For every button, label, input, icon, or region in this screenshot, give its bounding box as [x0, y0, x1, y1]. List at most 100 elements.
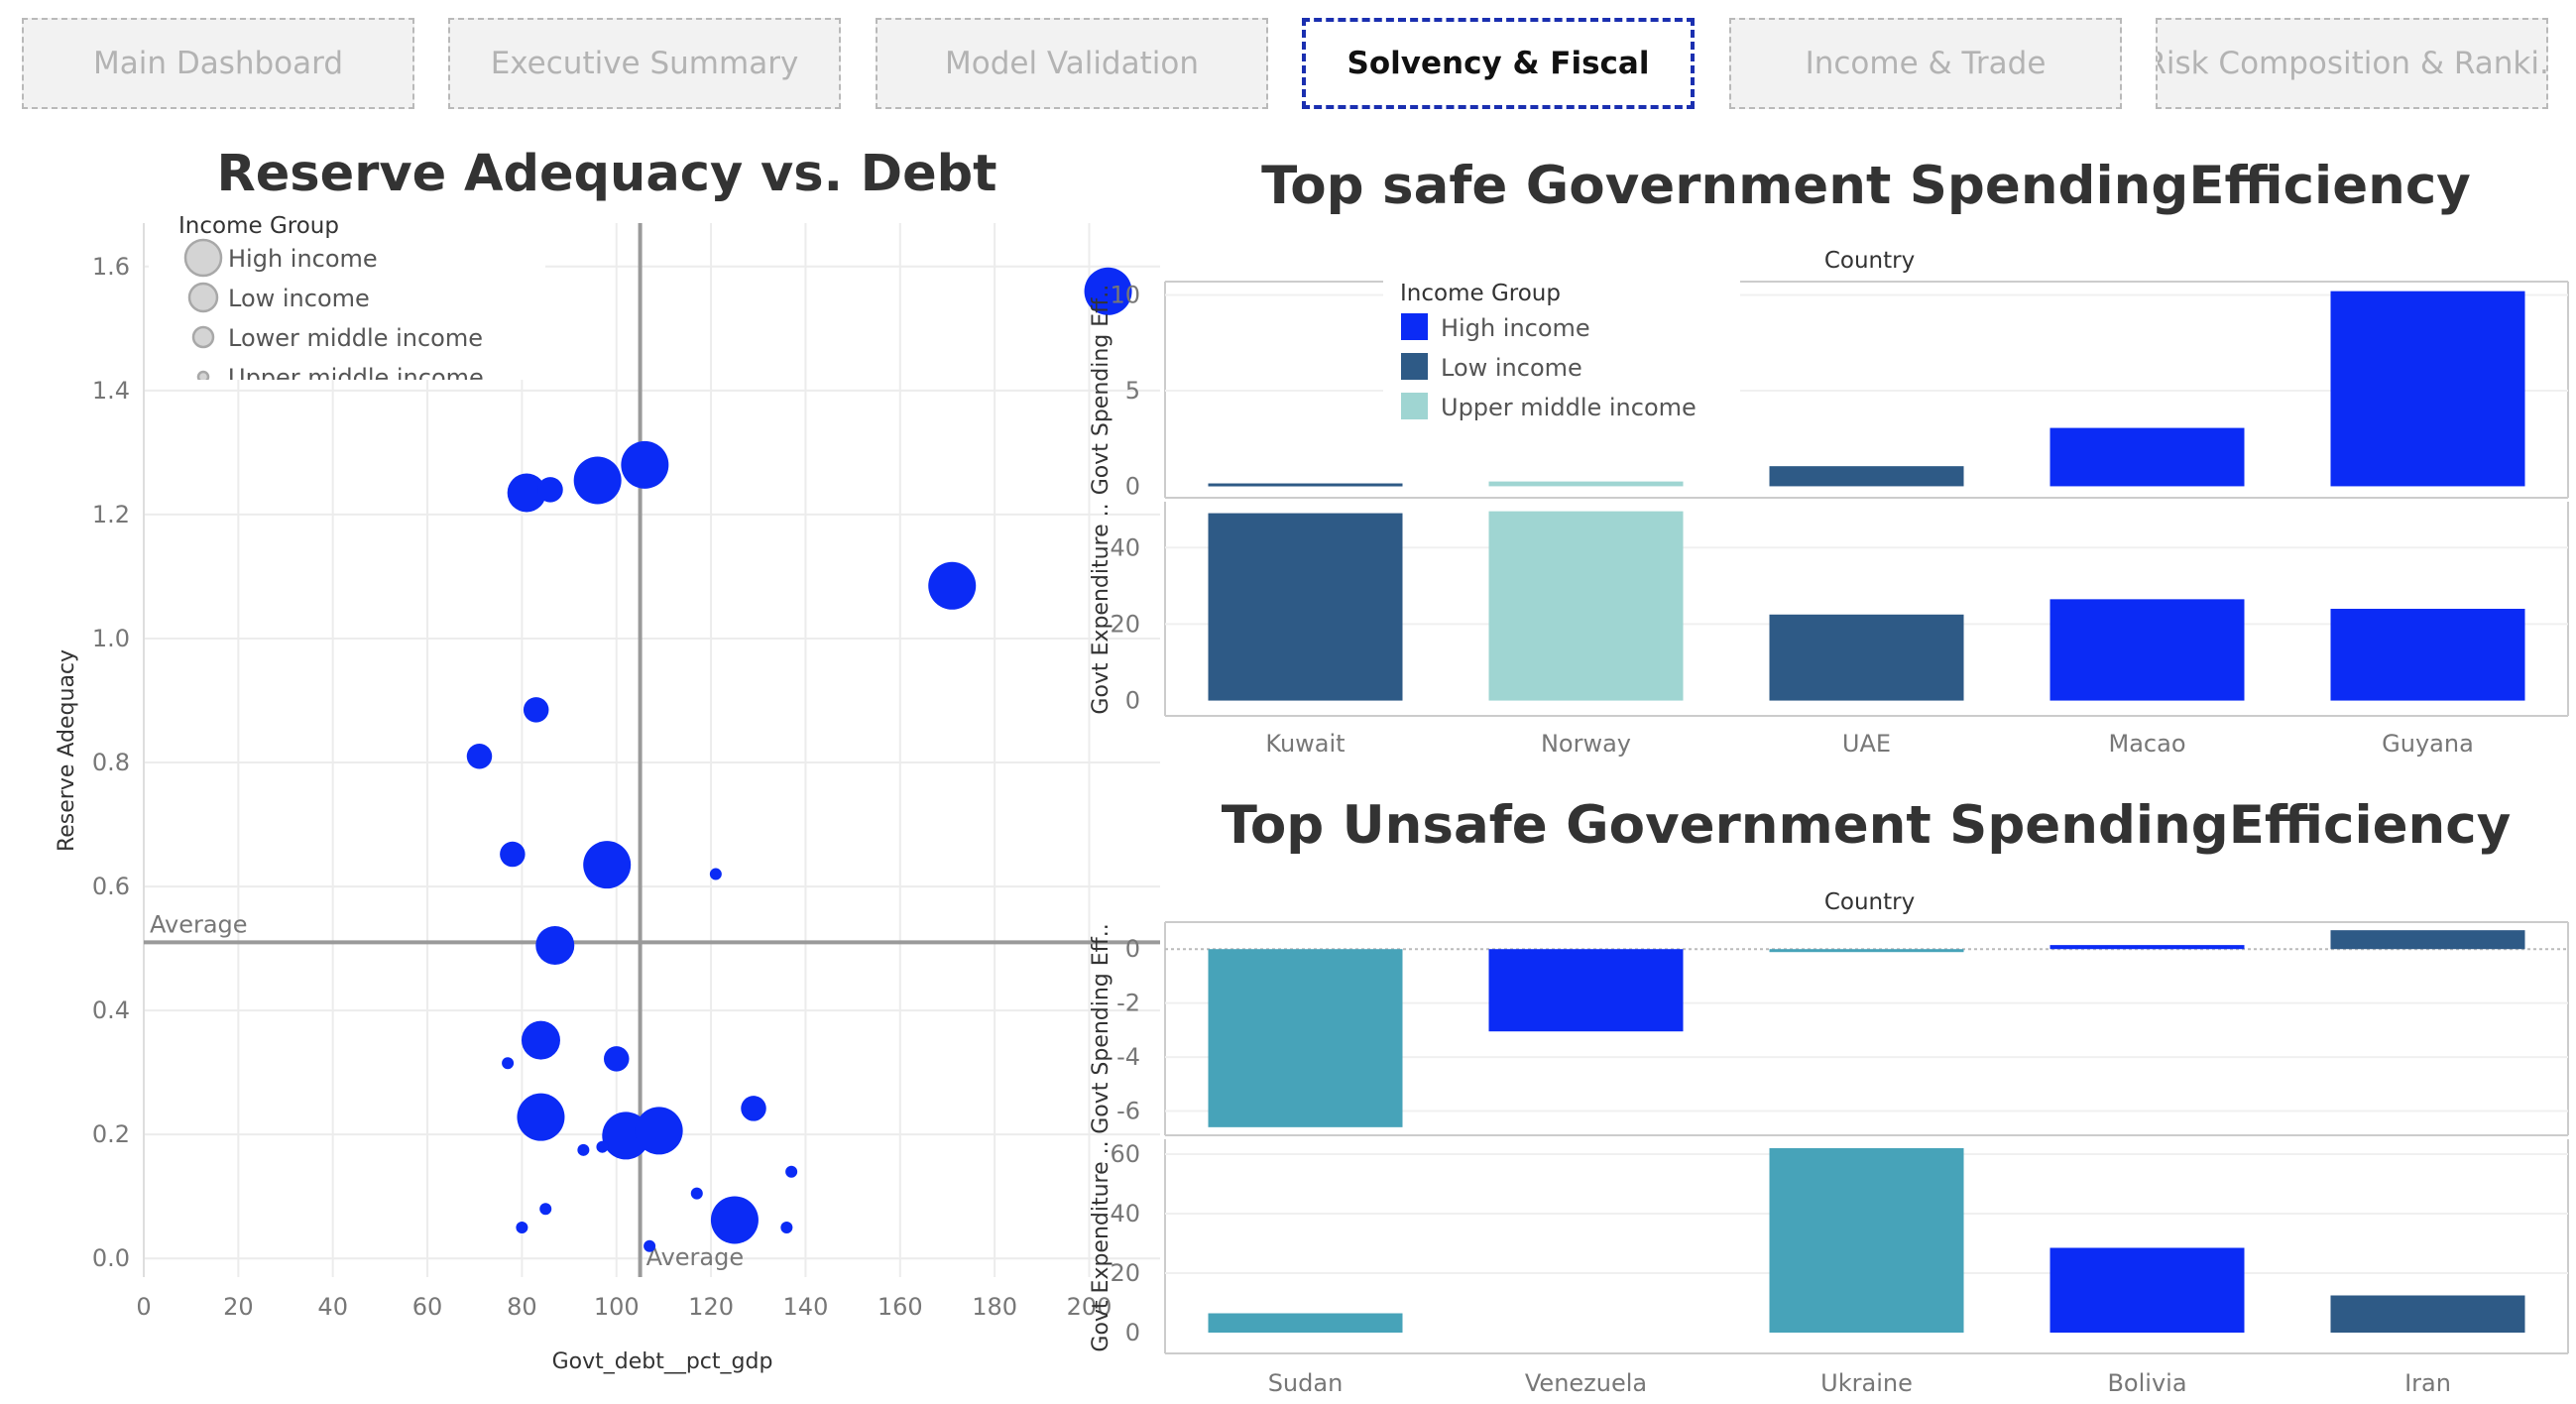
- scatter-x-axis-label: Govt_debt__pct_gdp: [552, 1349, 773, 1374]
- scatter-x-tick-label: 60: [412, 1293, 443, 1321]
- scatter-legend-size-marker: [196, 370, 210, 380]
- scatter-point[interactable]: [710, 1196, 759, 1244]
- scatter-point[interactable]: [521, 1020, 560, 1060]
- bar[interactable]: [2330, 291, 2525, 487]
- reserve-vs-debt-chart: Reserve Adequacy vs. Debt Average Average…: [55, 145, 1160, 1374]
- scatter-point[interactable]: [596, 1140, 609, 1153]
- scatter-x-ticks: 0 20 40 60 80 100 120 140 160 180 200: [136, 1293, 1112, 1321]
- scatter-y-tick-label: 0.4: [92, 996, 130, 1024]
- scatter-legend-label: High income: [228, 245, 378, 273]
- scatter-point[interactable]: [635, 1107, 683, 1155]
- bar-legend-label: Upper middle income: [1441, 394, 1697, 421]
- bar[interactable]: [1488, 511, 1684, 701]
- scatter-y-axis-label: Reserve Adequacy: [55, 649, 79, 852]
- scatter-x-tick-label: 100: [594, 1293, 640, 1321]
- bar[interactable]: [1769, 466, 1964, 487]
- bar[interactable]: [2049, 1247, 2245, 1334]
- scatter-point[interactable]: [741, 1096, 766, 1121]
- spending-efficiency-chart-2: Top Unsafe Government SpendingEfficiency…: [1089, 795, 2569, 1397]
- bar-legend-label: Low income: [1441, 354, 1582, 382]
- scatter-y-tick-label: 1.0: [92, 625, 130, 652]
- scatter-legend-size-marker: [191, 325, 215, 349]
- scatter-y-tick-label: 0.0: [92, 1244, 130, 1272]
- bar[interactable]: [1769, 949, 1964, 953]
- bar[interactable]: [1208, 949, 1403, 1127]
- scatter-point[interactable]: [780, 1221, 793, 1233]
- bar[interactable]: [1488, 481, 1684, 487]
- scatter-point[interactable]: [928, 561, 977, 610]
- scatter-point[interactable]: [517, 1093, 565, 1141]
- scatter-legend: Income Group High income Low income Lower m…: [149, 203, 545, 392]
- tab-main-dashboard[interactable]: Main Dashboard: [22, 18, 414, 109]
- scatter-y-tick-label: 0.2: [92, 1120, 130, 1148]
- scatter-point[interactable]: [573, 456, 622, 505]
- bar[interactable]: [2330, 609, 2525, 701]
- bar-category-label: Bolivia: [2107, 1369, 2186, 1397]
- bar-legend-swatch: [1401, 353, 1428, 380]
- tab-model-validation[interactable]: Model Validation: [876, 18, 1268, 109]
- scatter-x-tick-label: 140: [783, 1293, 829, 1321]
- bar[interactable]: [2049, 945, 2245, 950]
- scatter-gridlines: [143, 223, 1160, 1277]
- bar-category-label: Norway: [1541, 730, 1631, 758]
- bar-category-label: Ukraine: [1820, 1369, 1913, 1397]
- bar[interactable]: [1769, 614, 1964, 701]
- tab-income-trade[interactable]: Income & Trade: [1729, 18, 2122, 109]
- scatter-point[interactable]: [603, 1046, 630, 1072]
- bar-legend-label: High income: [1441, 314, 1590, 342]
- scatter-point[interactable]: [502, 1057, 515, 1070]
- scatter-y-tick-label: 0.8: [92, 749, 130, 776]
- scatter-point[interactable]: [709, 868, 722, 880]
- bar-legend-bg: [1383, 272, 1740, 430]
- tab-solvency-fiscal[interactable]: Solvency & Fiscal: [1302, 18, 1695, 109]
- scatter-y-tick-label: 0.6: [92, 873, 130, 900]
- bar[interactable]: [1208, 1313, 1403, 1334]
- bar-category-label: Iran: [2404, 1369, 2451, 1397]
- scatter-point[interactable]: [621, 440, 669, 489]
- scatter-point[interactable]: [577, 1143, 590, 1156]
- spending-efficiency-chart-1: Top safe Government SpendingEfficiency Co…: [1089, 156, 2569, 758]
- scatter-point[interactable]: [466, 744, 493, 769]
- scatter-point[interactable]: [535, 925, 575, 965]
- scatter-point[interactable]: [500, 841, 526, 868]
- bar-chart-column-header: Country: [1824, 889, 1915, 915]
- bar[interactable]: [1488, 949, 1684, 1032]
- bar-category-label: Kuwait: [1265, 730, 1345, 758]
- bar-chart-title: Top safe Government SpendingEfficiency: [1261, 156, 2471, 216]
- tab-executive-summary[interactable]: Executive Summary: [448, 18, 841, 109]
- scatter-point[interactable]: [537, 477, 563, 503]
- bar[interactable]: [2330, 1295, 2525, 1334]
- scatter-point[interactable]: [523, 697, 549, 723]
- scatter-x-tick-label: 20: [223, 1293, 254, 1321]
- scatter-point[interactable]: [785, 1165, 798, 1178]
- scatter-point[interactable]: [644, 1239, 656, 1252]
- bar[interactable]: [1208, 483, 1403, 487]
- scatter-point[interactable]: [516, 1221, 528, 1233]
- bar[interactable]: [1769, 1148, 1964, 1333]
- x-average-label: Average: [646, 1243, 745, 1271]
- bar-legend-swatch: [1401, 313, 1428, 340]
- y-average-label: Average: [150, 910, 248, 938]
- scatter-x-tick-label: 80: [507, 1293, 537, 1321]
- bar[interactable]: [2330, 930, 2525, 950]
- scatter-x-tick-label: 120: [688, 1293, 734, 1321]
- bar[interactable]: [2049, 427, 2245, 487]
- scatter-legend-label: Upper middle income: [228, 364, 484, 392]
- bar[interactable]: [2049, 599, 2245, 701]
- scatter-point[interactable]: [583, 841, 632, 889]
- scatter-x-tick-label: 0: [136, 1293, 151, 1321]
- scatter-point[interactable]: [690, 1187, 703, 1200]
- bar-category-label: Sudan: [1268, 1369, 1344, 1397]
- scatter-title: Reserve Adequacy vs. Debt: [216, 145, 996, 203]
- bar-chart-title: Top Unsafe Government SpendingEfficiency: [1222, 795, 2512, 856]
- bar[interactable]: [1208, 513, 1403, 701]
- scatter-point[interactable]: [1084, 267, 1132, 315]
- scatter-point[interactable]: [507, 473, 546, 513]
- scatter-point[interactable]: [539, 1203, 552, 1216]
- tab-risk-composition-ranki[interactable]: Risk Composition & Ranki..: [2156, 18, 2548, 109]
- scatter-x-tick-label: 180: [972, 1293, 1017, 1321]
